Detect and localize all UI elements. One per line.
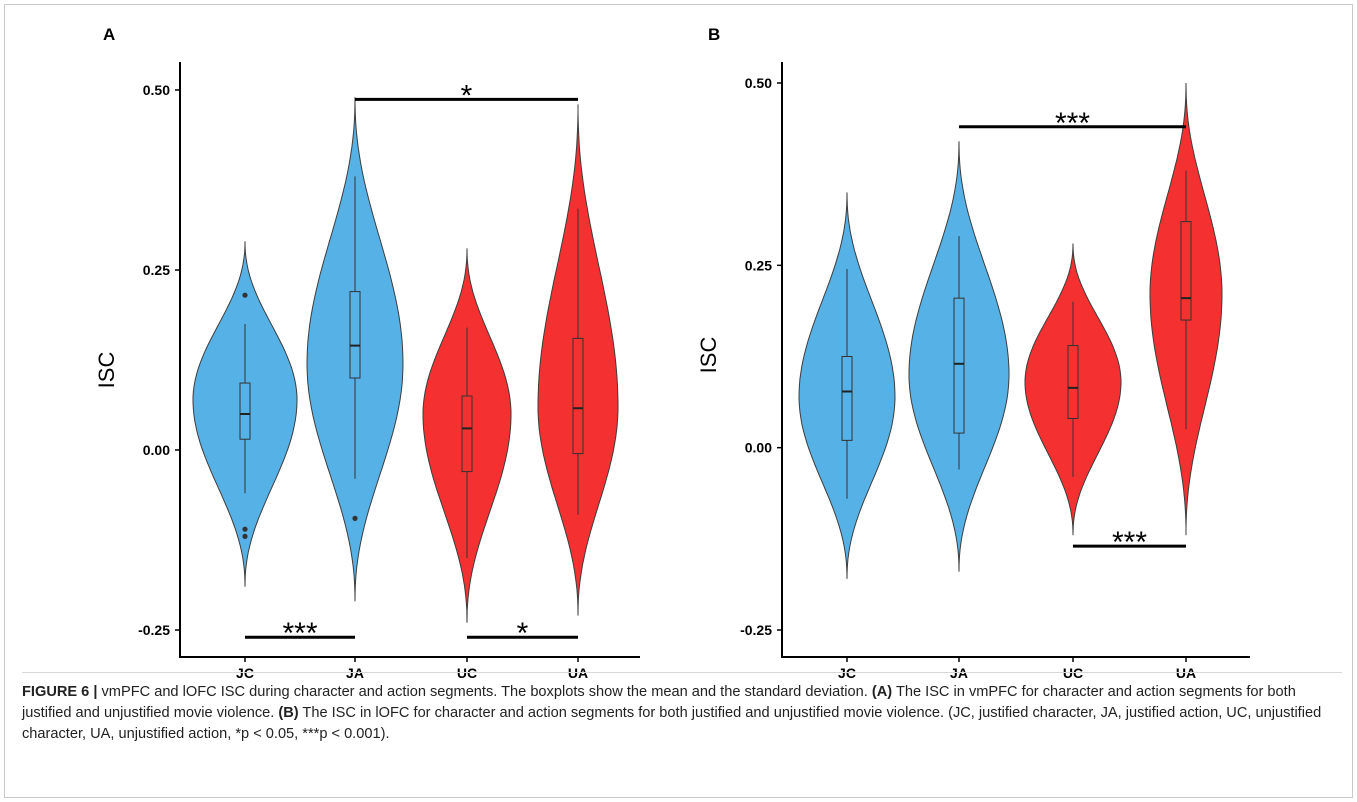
y-tick-label: 0.25: [745, 257, 772, 273]
caption-figure-label: FIGURE 6 |: [22, 684, 98, 700]
x-tick-label-uc: UC: [457, 665, 477, 681]
y-tick-label: 0.25: [143, 262, 170, 278]
box-uc: [461, 395, 473, 473]
outlier-point-ja-0: [352, 515, 358, 522]
violin-group-ua: [1149, 82, 1223, 536]
outlier-point-jc-2: [242, 533, 248, 540]
box-ja: [349, 291, 361, 379]
y-tick-label: 0.00: [745, 440, 772, 456]
figure-caption: FIGURE 6 | vmPFC and lOFC ISC during cha…: [22, 682, 1342, 745]
significance-label: *: [461, 79, 473, 112]
y-tick-label: -0.25: [740, 622, 772, 638]
caption-text-3: The ISC in lOFC for character and action…: [22, 705, 1322, 742]
violin-group-ja: [306, 97, 404, 602]
outlier-point-jc-1: [242, 526, 248, 532]
panel-label: A: [103, 25, 115, 44]
x-tick-label-ua: UA: [1176, 665, 1196, 681]
box-uc: [1067, 345, 1079, 419]
outlier-point-jc-0: [242, 292, 248, 298]
violin-group-jc: [798, 192, 896, 579]
significance-bar-0: ***: [959, 107, 1186, 140]
violin-group-uc: [1024, 243, 1122, 536]
y-axis-title: ISC: [94, 352, 119, 389]
panel-label: B: [708, 25, 720, 44]
significance-bar-1: *: [467, 617, 578, 650]
violin-group-jc: [192, 241, 298, 587]
caption-label-a: (A): [871, 684, 893, 700]
y-axis-title: ISC: [696, 337, 721, 374]
y-tick-label: 0.50: [745, 75, 772, 91]
x-tick-label-uc: UC: [1063, 665, 1083, 681]
box-ja: [953, 297, 965, 434]
x-tick-label-jc: JC: [236, 665, 254, 681]
y-tick-label: 0.50: [143, 82, 170, 98]
significance-bar-0: ***: [245, 617, 355, 650]
caption-label-b: (B): [278, 705, 299, 721]
x-tick-label-ja: JA: [950, 665, 968, 681]
significance-label: ***: [282, 617, 317, 650]
violin-group-ja: [908, 141, 1010, 572]
y-tick-label: 0.00: [143, 442, 170, 458]
significance-label: ***: [1055, 107, 1090, 140]
y-tick-label: -0.25: [138, 622, 170, 638]
box-jc: [239, 382, 251, 440]
x-tick-label-jc: JC: [838, 665, 856, 681]
violin-group-uc: [422, 248, 512, 623]
box-jc: [841, 356, 853, 441]
significance-label: *: [517, 617, 529, 650]
caption-text-1: vmPFC and lOFC ISC during character and …: [97, 684, 872, 700]
significance-bar-2: *: [355, 79, 578, 112]
x-tick-label-ua: UA: [568, 665, 588, 681]
box-ua: [572, 337, 584, 455]
x-tick-label-ja: JA: [346, 665, 364, 681]
significance-bar-1: ***: [1073, 526, 1186, 559]
figure-frame: [4, 4, 1353, 798]
box-ua: [1180, 221, 1192, 321]
chart-panel-b: B ISC -0.25 0.00 0.25 0.50 JC JA UC UA *** ***: [696, 25, 1250, 681]
significance-label: ***: [1112, 526, 1147, 559]
caption-separator: [22, 672, 1342, 673]
caption-text-2: The ISC in vmPFC for character and actio…: [22, 684, 1296, 721]
violin-group-ua: [537, 104, 619, 616]
